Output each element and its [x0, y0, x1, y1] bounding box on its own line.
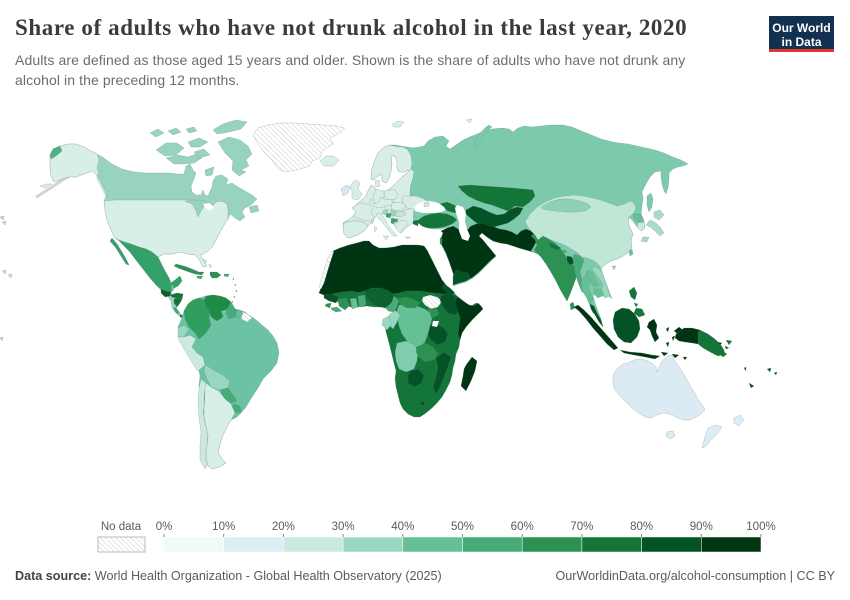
- svg-text:100%: 100%: [746, 521, 775, 533]
- svg-text:40%: 40%: [391, 521, 414, 533]
- svg-text:10%: 10%: [212, 521, 235, 533]
- svg-text:90%: 90%: [690, 521, 713, 533]
- svg-text:80%: 80%: [630, 521, 653, 533]
- svg-text:70%: 70%: [570, 521, 593, 533]
- svg-text:60%: 60%: [511, 521, 534, 533]
- svg-text:30%: 30%: [332, 521, 355, 533]
- svg-text:No data: No data: [101, 521, 142, 533]
- svg-text:0%: 0%: [156, 521, 173, 533]
- svg-text:20%: 20%: [272, 521, 295, 533]
- svg-text:50%: 50%: [451, 521, 474, 533]
